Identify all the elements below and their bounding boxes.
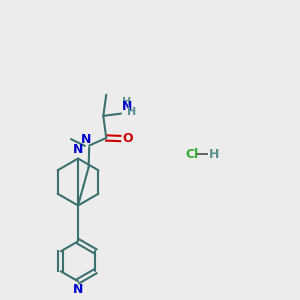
Text: Cl: Cl bbox=[185, 148, 199, 160]
Text: N: N bbox=[73, 283, 83, 296]
Text: H: H bbox=[122, 97, 131, 107]
Text: N: N bbox=[73, 142, 83, 156]
Text: N: N bbox=[122, 100, 132, 113]
Text: O: O bbox=[122, 132, 133, 145]
Text: H: H bbox=[128, 107, 136, 117]
Text: N: N bbox=[81, 133, 92, 146]
Text: H: H bbox=[209, 148, 219, 160]
